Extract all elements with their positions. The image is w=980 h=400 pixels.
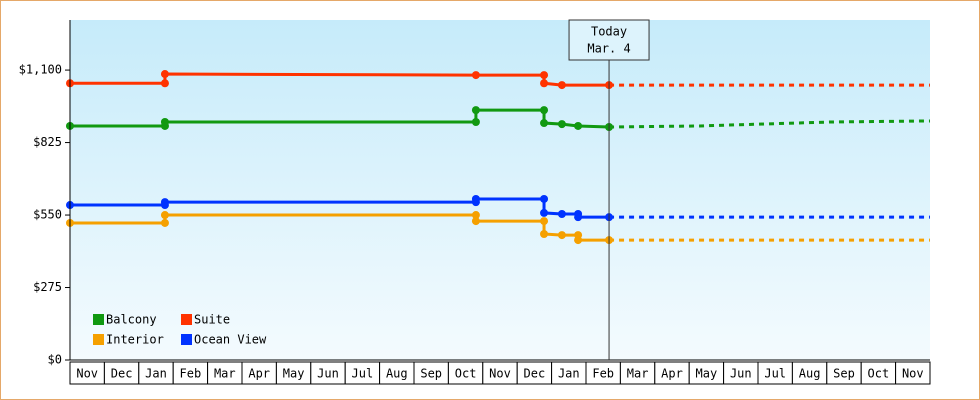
point <box>160 218 169 227</box>
x-tick-label: Aug <box>386 367 408 381</box>
x-tick-label: Jul <box>352 367 374 381</box>
today-label: Mar. 4 <box>587 42 630 56</box>
point <box>574 236 583 245</box>
point <box>160 211 169 220</box>
legend-label: Ocean View <box>194 333 267 347</box>
point <box>471 71 480 80</box>
today-label: Today <box>591 25 627 39</box>
point <box>557 231 566 240</box>
point <box>574 121 583 130</box>
x-tick-label: Jul <box>764 367 786 381</box>
point <box>540 106 549 115</box>
x-tick-label: Jan <box>558 367 580 381</box>
x-tick-label: Nov <box>76 367 98 381</box>
legend-label: Balcony <box>106 313 157 327</box>
point <box>574 213 583 222</box>
x-tick-label: Dec <box>111 367 133 381</box>
x-tick-label: Oct <box>868 367 890 381</box>
point <box>540 79 549 88</box>
x-tick-label: Nov <box>489 367 511 381</box>
y-tick-label: $550 <box>33 208 62 222</box>
legend-swatch <box>181 334 192 345</box>
x-tick-label: Aug <box>799 367 821 381</box>
point <box>540 208 549 217</box>
point <box>557 120 566 129</box>
legend-label: Suite <box>194 313 230 327</box>
point <box>540 119 549 128</box>
x-tick-label: Sep <box>833 367 855 381</box>
point <box>540 217 549 226</box>
point <box>557 209 566 218</box>
point <box>160 198 169 207</box>
point <box>160 70 169 79</box>
point <box>557 81 566 90</box>
x-tick-label: Apr <box>248 367 270 381</box>
point <box>540 230 549 239</box>
x-tick-label: Feb <box>592 367 614 381</box>
x-tick-label: May <box>696 367 718 381</box>
point <box>471 217 480 226</box>
point <box>471 118 480 126</box>
x-tick-label: Sep <box>420 367 442 381</box>
legend-swatch <box>93 314 104 325</box>
point <box>471 106 480 115</box>
y-tick-label: $825 <box>33 135 62 149</box>
point <box>471 194 480 203</box>
x-tick-label: Nov <box>902 367 924 381</box>
x-tick-label: Jan <box>145 367 167 381</box>
x-tick-label: Jun <box>730 367 752 381</box>
x-tick-label: Mar <box>627 367 649 381</box>
legend-swatch <box>93 334 104 345</box>
plot-area <box>70 20 930 360</box>
y-tick-label: $1,100 <box>19 63 62 77</box>
x-tick-label: Apr <box>661 367 683 381</box>
legend-swatch <box>181 314 192 325</box>
point <box>160 118 169 126</box>
forecast-line <box>609 119 931 129</box>
x-tick-label: Feb <box>180 367 202 381</box>
x-tick-box <box>895 361 931 385</box>
legend-label: Interior <box>106 333 164 347</box>
today-box <box>568 19 650 61</box>
x-tick-label: Oct <box>455 367 477 381</box>
y-tick-label: $275 <box>33 280 62 294</box>
y-tick-label: $0 <box>48 353 62 367</box>
point <box>471 211 480 220</box>
x-tick-label: Jun <box>317 367 339 381</box>
point <box>540 71 549 80</box>
x-tick-label: May <box>283 367 305 381</box>
point <box>540 194 549 203</box>
x-tick-label: Dec <box>524 367 546 381</box>
x-tick-label: Mar <box>214 367 236 381</box>
point <box>160 79 169 88</box>
